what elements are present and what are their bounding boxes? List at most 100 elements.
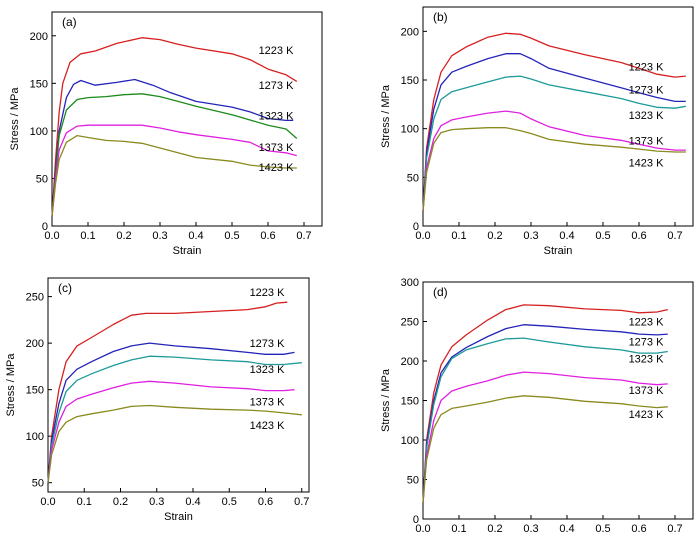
series-label: 1273 K <box>629 336 665 348</box>
series-line-1273-k <box>51 78 294 217</box>
y-tick-label: 200 <box>401 356 419 368</box>
x-tick-label: 0.0 <box>40 496 55 508</box>
series-line-1273-k <box>47 342 295 483</box>
series-line-1373-k <box>47 380 295 483</box>
x-tick-label: 0.1 <box>451 230 466 242</box>
series-line-1223-k <box>422 32 686 212</box>
series-line-1273-k <box>422 53 686 212</box>
x-tick-label: 0.2 <box>113 496 128 508</box>
y-tick-label: 150 <box>26 385 44 397</box>
x-tick-label: 0.7 <box>667 230 682 242</box>
panel-label: (b) <box>433 10 448 24</box>
series-line-1323-k <box>47 355 302 483</box>
series-line-1423-k <box>47 404 302 483</box>
chart-panel-2: 0.0 0.1 0.2 0.3 0.4 0.5 0.6 0.7 50 100 150 200 250 St… <box>5 277 310 523</box>
y-tick-label: 0 <box>42 221 48 233</box>
series-label: 1423 K <box>629 409 665 421</box>
series-line-1323-k <box>51 93 298 217</box>
x-tick-label: 0.3 <box>149 496 164 508</box>
x-tick-label: 0.2 <box>487 230 502 242</box>
series-label: 1323 K <box>259 111 295 123</box>
series-line-1323-k <box>422 75 686 212</box>
y-tick-label: 0 <box>413 514 419 526</box>
y-tick-label: 100 <box>26 431 44 443</box>
x-tick-label: 0.0 <box>415 230 430 242</box>
series-line-1223-k <box>51 37 298 217</box>
x-tick-label: 0.5 <box>222 496 237 508</box>
x-tick-label: 0.6 <box>260 230 275 242</box>
x-axis-label: Strain <box>173 245 202 257</box>
x-tick-label: 0.0 <box>415 523 430 535</box>
series-line-1373-k <box>422 371 668 504</box>
x-tick-label: 0.6 <box>631 523 646 535</box>
series-line-1273-k <box>422 324 668 504</box>
chart-panel-1: 0.0 0.1 0.2 0.3 0.4 0.5 0.6 0.7 0 50 100 150 200 Stra… <box>380 6 694 257</box>
y-tick-label: 50 <box>32 478 44 490</box>
series-line-1423-k <box>51 134 297 217</box>
x-axis-label: Strain <box>164 511 193 523</box>
panel-label: (d) <box>433 285 448 299</box>
x-tick-label: 0.0 <box>44 230 59 242</box>
y-tick-label: 200 <box>26 338 44 350</box>
x-tick-label: 0.1 <box>77 496 92 508</box>
x-tick-label: 0.4 <box>188 230 203 242</box>
series-label: 1223 K <box>259 45 295 57</box>
y-tick-label: 250 <box>401 317 419 329</box>
series-line-1423-k <box>422 395 668 504</box>
y-tick-label: 150 <box>401 75 419 87</box>
series-line-1223-k <box>47 301 288 483</box>
x-tick-label: 0.5 <box>224 230 239 242</box>
x-tick-label: 0.3 <box>523 523 538 535</box>
series-line-1223-k <box>422 304 668 504</box>
plot-frame <box>51 11 323 227</box>
plot-frame <box>422 6 694 227</box>
series-label: 1223 K <box>250 287 286 299</box>
chart-panel-3: 0.0 0.1 0.2 0.3 0.4 0.5 0.6 0.7 0 50 100 150 200 250 3… <box>380 277 694 544</box>
series-label: 1423 K <box>629 158 665 170</box>
x-tick-label: 0.5 <box>595 230 610 242</box>
x-tick-label: 0.2 <box>487 523 502 535</box>
x-tick-label: 0.4 <box>185 496 200 508</box>
series-label: 1273 K <box>250 338 286 350</box>
x-tick-label: 0.7 <box>296 230 311 242</box>
x-tick-label: 0.6 <box>631 230 646 242</box>
series-label: 1373 K <box>629 135 665 147</box>
x-tick-label: 0.5 <box>595 523 610 535</box>
y-tick-label: 250 <box>26 292 44 304</box>
series-label: 1423 K <box>259 162 295 174</box>
x-tick-label: 0.2 <box>116 230 131 242</box>
series-label: 1223 K <box>629 61 665 73</box>
panel-label: (c) <box>58 281 72 295</box>
chart-panel-0: 0.0 0.1 0.2 0.3 0.4 0.5 0.6 0.7 0 50 100 150 200 Stra… <box>9 11 323 257</box>
x-tick-label: 0.6 <box>258 496 273 508</box>
y-tick-label: 200 <box>30 31 48 43</box>
y-tick-label: 0 <box>413 221 419 233</box>
series-label: 1323 K <box>629 110 665 122</box>
y-tick-label: 150 <box>30 78 48 90</box>
y-tick-label: 150 <box>401 396 419 408</box>
y-axis-label: Stress / MPa <box>380 84 392 148</box>
x-tick-label: 0.3 <box>152 230 167 242</box>
y-tick-label: 100 <box>401 435 419 447</box>
plot-frame <box>47 277 310 493</box>
y-tick-label: 50 <box>407 475 419 487</box>
x-tick-label: 0.7 <box>667 523 682 535</box>
y-tick-label: 100 <box>30 126 48 138</box>
series-label: 1373 K <box>250 397 286 409</box>
series-label: 1273 K <box>259 80 295 92</box>
x-tick-label: 0.3 <box>523 230 538 242</box>
series-label: 1373 K <box>629 385 665 397</box>
y-tick-label: 300 <box>401 277 419 289</box>
series-label: 1273 K <box>629 85 665 97</box>
y-axis-label: Stress / MPa <box>5 353 17 417</box>
series-line-1373-k <box>422 110 686 212</box>
y-tick-label: 50 <box>407 172 419 184</box>
x-tick-label: 0.4 <box>559 523 574 535</box>
y-axis-label: Stress / MPa <box>9 87 21 151</box>
series-label: 1423 K <box>250 420 286 432</box>
series-line-1373-k <box>51 124 297 217</box>
series-line-1323-k <box>422 337 668 504</box>
x-tick-label: 0.1 <box>80 230 95 242</box>
x-tick-label: 0.1 <box>451 523 466 535</box>
